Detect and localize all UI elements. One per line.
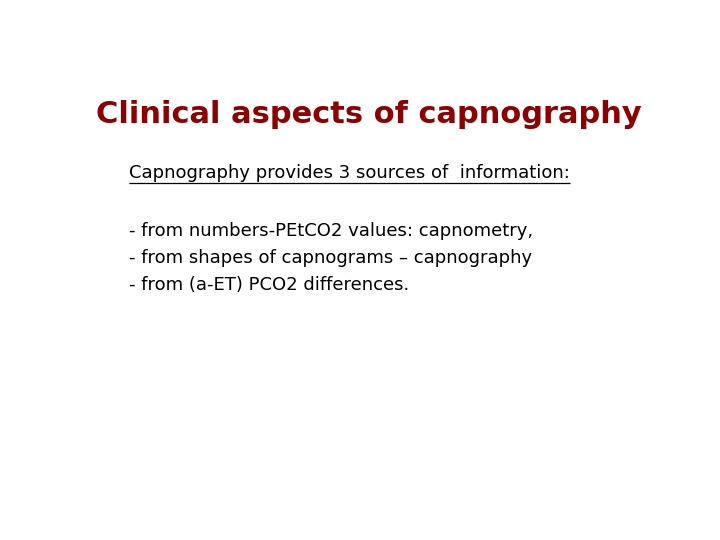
Text: - from (a-ET) PCO2 differences.: - from (a-ET) PCO2 differences. [129, 276, 409, 294]
Text: - from numbers-PEtCO2 values: capnometry,: - from numbers-PEtCO2 values: capnometry… [129, 222, 534, 240]
Text: Capnography provides 3 sources of  information:: Capnography provides 3 sources of inform… [129, 164, 570, 182]
Text: Clinical aspects of capnography: Clinical aspects of capnography [96, 100, 642, 129]
Text: - from shapes of capnograms – capnography: - from shapes of capnograms – capnograph… [129, 249, 532, 267]
